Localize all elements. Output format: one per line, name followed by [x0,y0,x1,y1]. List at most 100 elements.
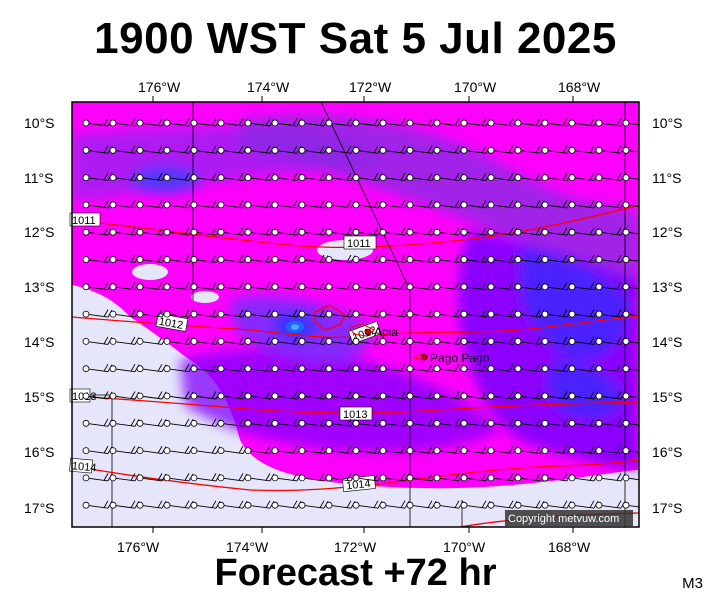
copyright-badge: Copyright metvuw.com [505,510,633,526]
places: Apia Pago Pago [349,323,490,365]
wind-barb-icon [406,309,437,318]
longitude-label: 172°W [349,79,392,95]
wind-barb-icon [136,282,167,291]
wind-barb-icon [244,118,275,127]
wind-barb-icon [217,172,248,182]
wind-barb-icon [595,473,626,482]
isobar-label: 1011 [69,212,101,227]
wind-barb-icon [190,363,221,373]
latitude-label: 13°S [652,279,683,295]
wind-barb-icon [460,172,491,182]
wind-barb-icon [82,145,113,154]
longitude-label: 170°W [443,539,486,555]
city-dot-icon [420,353,428,361]
wind-barb-icon [271,391,302,400]
wind-barb-icon [82,118,113,127]
wind-barb-icon [622,447,639,455]
wind-barb-icon [460,200,491,209]
wind-barb-icon [298,118,329,127]
wind-barb-icon [595,118,626,127]
latitude-label: 14°S [652,334,683,350]
wind-barb-icon [163,363,194,373]
wind-barb-icon [325,363,356,373]
wind-barb-icon [217,200,248,209]
wind-barb-icon [487,200,518,209]
longitude-label: 176°W [138,79,181,95]
svg-text:Pago Pago: Pago Pago [430,351,490,365]
svg-text:1011: 1011 [347,238,371,250]
latitude-label: 17°S [24,500,55,516]
wind-barb-icon [622,283,639,291]
svg-text:Apia: Apia [374,325,398,339]
wind-barb-icon [568,172,599,182]
latitude-labels-left: 10°S 11°S 12°S 13°S 14°S 15°S 16°S 17°S [24,115,55,516]
wind-barb-icon [460,282,491,291]
wind-barb-icon [622,256,639,263]
latitude-label: 11°S [24,170,53,186]
wind-barb-icon [433,145,464,154]
latitude-label: 17°S [652,500,683,516]
isobar-label: 1011 [343,235,377,250]
wind-barb-icon [190,500,221,509]
wind-barb-icon [379,227,410,236]
wind-barb-icon [244,145,275,154]
longitude-label: 174°W [226,539,269,555]
wind-barb-icon [568,309,599,318]
longitude-label: 176°W [117,539,160,555]
wind-barb-icon [325,391,356,400]
wind-barb-icon [433,391,464,400]
wind-barb-icon [541,145,572,154]
wind-barb-icon [406,336,437,345]
wind-barb-icon [622,174,639,182]
wind-barb-icon [487,145,518,154]
wind-barb-icon [298,445,329,455]
longitude-label: 170°W [454,79,497,95]
wind-barb-icon [460,254,491,263]
wind-barb-icon [244,172,275,182]
latitude-label: 16°S [652,444,683,460]
wind-barb-icon [433,336,464,345]
wind-barb-icon [622,119,639,127]
wind-barb-icon [352,145,383,154]
wind-barb-icon [460,473,491,482]
wind-barb-icon [325,445,356,455]
longitude-label: 168°W [548,539,591,555]
wind-barb-icon [352,336,383,345]
wind-barb-icon [433,500,464,509]
wind-barb-icon [460,227,491,236]
wind-barb-icon [217,363,248,373]
wind-barb-icon [163,418,194,427]
wind-barb-icon [622,419,639,427]
longitude-label: 172°W [334,539,377,555]
wind-barb-icon [325,227,356,236]
wind-barb-icon [379,418,410,427]
latitude-label: 15°S [652,389,683,405]
latitude-label: 14°S [24,334,55,350]
latitude-label: 10°S [24,115,55,131]
wind-barb-icon [109,336,140,345]
wind-barb-icon [190,172,221,182]
city-dot-icon [364,328,372,336]
tick-marks [152,96,574,533]
wind-barb-icon [622,310,639,318]
isobar-label: 1012 [155,313,189,332]
longitude-labels-top: 176°W 174°W 172°W 170°W 168°W [138,79,601,95]
wind-barb-icon [568,363,599,373]
wind-barb-icon [541,500,572,509]
wind-barb-icon [622,365,639,373]
wind-barb-icon [163,282,194,291]
wind-barb-icon [595,227,626,236]
wind-barb-icon [136,363,167,373]
wind-barb-icon [541,172,572,182]
wind-barb-icon [406,227,437,236]
wind-barb-icon [622,146,639,154]
place-apia: Apia [349,323,398,339]
longitude-label: 168°W [558,79,601,95]
wind-barb-icon [244,309,275,318]
wind-barb-icon [82,172,113,182]
wind-barb-icon [82,363,113,373]
wind-barb-icon [622,501,639,509]
wind-barb-icon [244,418,275,427]
place-pago-pago: Pago Pago [412,351,490,365]
